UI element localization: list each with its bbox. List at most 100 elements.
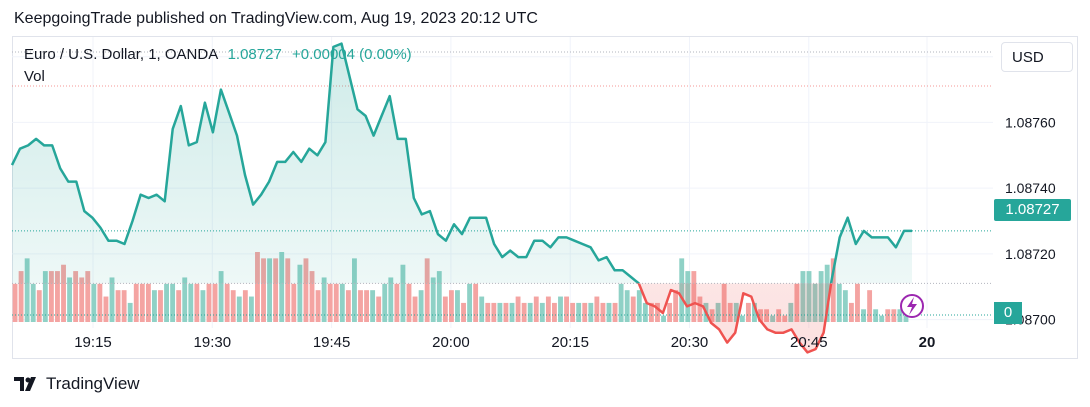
volume-bar bbox=[255, 252, 260, 322]
volume-bar bbox=[267, 258, 273, 322]
price-area bbox=[10, 42, 993, 354]
volume-bar bbox=[479, 296, 485, 322]
volume-bar bbox=[382, 283, 388, 322]
volume-bar bbox=[206, 283, 212, 322]
volume-bar bbox=[455, 290, 460, 322]
volume-bar bbox=[36, 290, 42, 322]
volume-bar bbox=[527, 302, 533, 322]
volume-bar bbox=[745, 302, 751, 322]
volume-bar bbox=[497, 302, 503, 322]
volume-bar bbox=[630, 296, 636, 322]
volume-bar bbox=[42, 271, 48, 322]
volume-bar bbox=[224, 283, 230, 322]
x-tick-label: 20:00 bbox=[432, 334, 470, 351]
volume-bar bbox=[642, 302, 648, 322]
volume-bar bbox=[388, 277, 394, 322]
volume-bar bbox=[115, 290, 121, 322]
volume-bar bbox=[85, 271, 91, 322]
volume-bar bbox=[67, 277, 73, 322]
volume-bar bbox=[194, 283, 200, 322]
chart-grid bbox=[12, 37, 993, 328]
x-tick-label: 20:15 bbox=[551, 334, 589, 351]
volume-bar bbox=[400, 264, 406, 322]
volume-bar bbox=[158, 290, 163, 322]
volume-bar bbox=[570, 302, 576, 322]
volume-bar bbox=[339, 283, 345, 322]
volume-bar bbox=[467, 283, 473, 322]
volume-bar bbox=[655, 302, 660, 322]
volume-bar bbox=[539, 302, 545, 322]
volume-bar bbox=[418, 290, 424, 322]
volume-bar bbox=[151, 290, 157, 322]
volume-bar bbox=[230, 290, 236, 322]
volume-bar bbox=[545, 296, 551, 322]
volume-bar bbox=[133, 283, 139, 322]
volume-bar bbox=[127, 302, 133, 322]
volume-bar bbox=[891, 309, 897, 322]
volume-bar bbox=[473, 283, 479, 322]
volume-bar bbox=[394, 283, 400, 322]
volume-value-label: 0 bbox=[994, 302, 1022, 324]
volume-bar bbox=[867, 290, 873, 322]
tradingview-logo[interactable]: TradingView bbox=[14, 374, 140, 394]
volume-bar bbox=[618, 283, 624, 322]
volume-bar bbox=[327, 283, 333, 322]
volume-bar bbox=[600, 302, 606, 322]
volume-bar bbox=[533, 296, 539, 322]
volume-bar bbox=[297, 264, 303, 322]
volume-bar bbox=[291, 283, 297, 322]
volume-bar bbox=[848, 302, 854, 322]
volume-bar bbox=[315, 290, 321, 322]
price-line-up bbox=[10, 42, 912, 284]
volume-bar bbox=[79, 277, 85, 322]
volume-bar bbox=[515, 296, 521, 322]
volume-bar bbox=[879, 315, 885, 322]
volume-bar bbox=[182, 277, 188, 322]
volume-bar bbox=[903, 315, 909, 322]
volume-bar bbox=[509, 302, 515, 322]
volume-bar bbox=[594, 296, 600, 322]
volume-bar bbox=[739, 315, 745, 322]
volume-bar bbox=[673, 290, 679, 322]
volume-bar bbox=[752, 302, 757, 322]
volume-bar bbox=[345, 290, 351, 322]
volume-bar bbox=[588, 302, 594, 322]
volume-bar bbox=[48, 271, 54, 322]
volume-bar bbox=[352, 258, 357, 322]
volume-bar bbox=[145, 283, 151, 322]
volume-bar bbox=[279, 252, 285, 322]
volume-bar bbox=[485, 302, 491, 322]
y-tick-label: 1.08760 bbox=[1005, 114, 1056, 130]
volume-bar bbox=[424, 258, 430, 322]
volume-bar bbox=[188, 283, 194, 322]
x-axis: 19:15 19:30 19:45 20:00 20:15 20:30 20:45 20 bbox=[74, 334, 935, 351]
tradingview-brand: TradingView bbox=[46, 374, 140, 393]
volume-bar bbox=[552, 302, 557, 322]
volume-bar bbox=[218, 271, 224, 322]
volume-bar bbox=[564, 296, 569, 322]
currency-button[interactable]: USD bbox=[1001, 42, 1073, 72]
volume-bar bbox=[309, 271, 315, 322]
volume-bar bbox=[897, 309, 903, 322]
volume-bar bbox=[836, 283, 842, 322]
price-value: 1.08727 bbox=[227, 46, 282, 63]
volume-bar bbox=[661, 315, 666, 322]
volume-bar bbox=[436, 271, 442, 322]
symbol-label: Euro / U.S. Dollar, 1, OANDA bbox=[24, 46, 218, 63]
volume-bar bbox=[261, 258, 266, 322]
x-tick-label: 19:15 bbox=[74, 334, 112, 351]
volume-bar bbox=[364, 290, 369, 322]
volume-legend: Vol bbox=[24, 68, 45, 85]
volume-bar bbox=[442, 296, 448, 322]
volume-bar bbox=[358, 290, 363, 322]
volume-bar bbox=[12, 283, 18, 322]
volume-bar bbox=[861, 309, 866, 322]
volume-bar bbox=[200, 290, 206, 322]
chart-legend: Euro / U.S. Dollar, 1, OANDA 1.08727 +0.… bbox=[24, 46, 412, 85]
volume-bar bbox=[55, 271, 60, 322]
lightning-icon[interactable] bbox=[900, 294, 924, 318]
y-tick-label: 1.08740 bbox=[1005, 180, 1056, 196]
volume-bar bbox=[503, 302, 509, 322]
